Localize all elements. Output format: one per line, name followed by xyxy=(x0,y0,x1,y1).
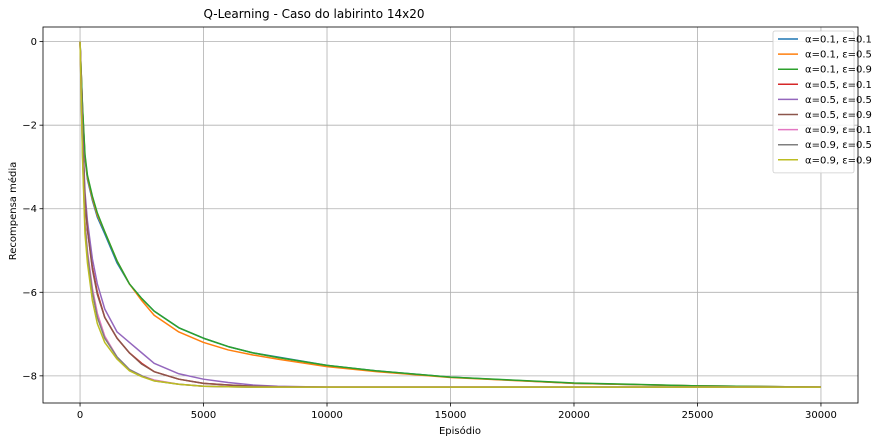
x-tick-label: 15000 xyxy=(435,410,467,421)
x-axis-ticks: 0 5000 10000 15000 20000 25000 30000 xyxy=(77,403,837,421)
legend-label: α=0.1, ε=0.9 xyxy=(805,65,872,76)
legend-label: α=0.1, ε=0.5 xyxy=(805,50,872,61)
x-axis-label: Episódio xyxy=(439,425,481,437)
legend-label: α=0.1, ε=0.1 xyxy=(805,35,872,46)
x-tick-label: 25000 xyxy=(682,410,714,421)
legend: α=0.1, ε=0.1 α=0.1, ε=0.5 α=0.1, ε=0.9 α=0.… xyxy=(772,30,872,174)
series-line-3 xyxy=(79,41,821,388)
grid xyxy=(43,27,858,403)
chart-title: Q-Learning - Caso do labirinto 14x20 xyxy=(203,7,424,21)
y-tick-label: −6 xyxy=(22,288,37,299)
x-tick-label: 0 xyxy=(77,410,83,421)
y-tick-label: −4 xyxy=(22,204,37,215)
legend-label: α=0.5, ε=0.9 xyxy=(805,110,872,121)
legend-label: α=0.5, ε=0.1 xyxy=(805,80,872,91)
series-line-9 xyxy=(79,41,821,388)
legend-label: α=0.9, ε=0.5 xyxy=(805,140,872,151)
legend-label: α=0.9, ε=0.9 xyxy=(805,155,872,166)
legend-label: α=0.9, ε=0.1 xyxy=(805,125,872,136)
x-tick-label: 5000 xyxy=(191,410,216,421)
y-tick-label: −2 xyxy=(22,121,37,132)
legend-label: α=0.5, ε=0.5 xyxy=(805,95,872,106)
x-tick-label: 20000 xyxy=(558,410,590,421)
y-axis-label: Recompensa média xyxy=(7,162,19,261)
y-axis-ticks: 0 −2 −4 −6 −8 xyxy=(22,37,43,382)
legend-box xyxy=(772,30,855,174)
plot-lines xyxy=(79,41,821,388)
y-tick-label: 0 xyxy=(31,37,37,48)
x-tick-label: 30000 xyxy=(805,410,837,421)
x-tick-label: 10000 xyxy=(311,410,343,421)
y-tick-label: −8 xyxy=(22,371,37,382)
